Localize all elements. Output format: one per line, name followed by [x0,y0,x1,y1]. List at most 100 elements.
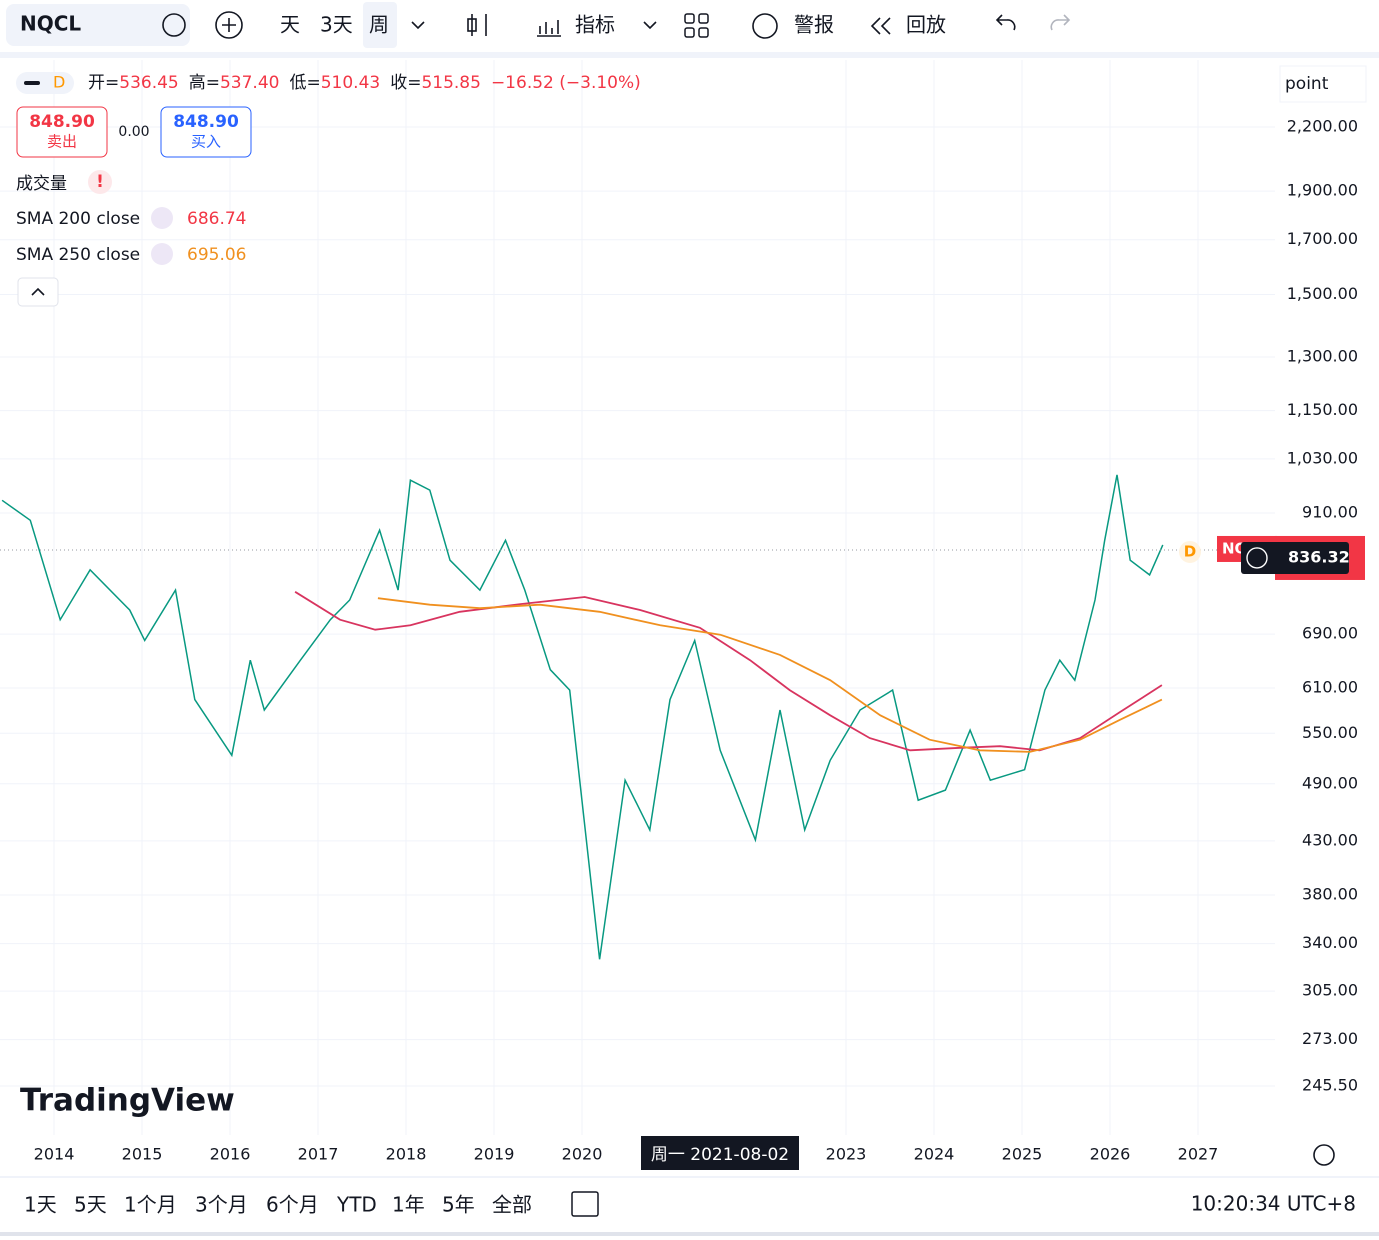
crosshair-label: 周一 2021-08-02 [651,1145,789,1165]
dropdown[interactable] [643,21,657,30]
range-button[interactable]: 6个月 [266,1193,319,1217]
spread: 0.00 [118,124,149,140]
chevron [31,287,45,296]
y-tick-label: 340.00 [1302,933,1358,952]
crosshair-text: 周一 2021-08-02 [651,1145,789,1165]
candle-icon[interactable] [471,14,487,36]
price-tags: D NQ 836.32 [1179,535,1365,580]
price-tag-label: 836.32 [1288,547,1350,566]
x-tick-label: 2018 [386,1145,427,1164]
y-tick-label: 2,200.00 [1287,116,1358,135]
y-tick-label: 550.00 [1302,723,1358,742]
range-button[interactable]: 3个月 [195,1193,248,1217]
low-label: 低= [289,73,320,93]
warning-mark: ! [96,172,104,192]
buy-button[interactable] [160,106,252,158]
sell-label[interactable]: 卖出 [47,133,77,151]
alerts[interactable]: 警报 [794,13,834,37]
logo: TradingView [20,1083,235,1119]
ohlc: 开=536.45 高=537.40 低=510.43 收=515.85 −16.52 (… [88,73,641,93]
sma250-name: SMA 250 close [16,245,140,265]
sell-button[interactable] [16,106,108,158]
open-label: 开= [88,73,119,93]
sma-icon[interactable] [151,243,173,265]
range-button[interactable]: 5天 [74,1193,107,1217]
x-tick-label: 2016 [210,1145,251,1164]
symbol-search[interactable] [6,4,190,46]
crosshair-label-bg [641,1136,799,1170]
indicator-icon[interactable] [537,20,561,37]
legend-toggle-icon [24,81,40,85]
y-tick-label: 690.00 [1302,624,1358,643]
add-symbol[interactable] [215,11,243,39]
x-tick-label: 2024 [914,1145,955,1164]
dropdown[interactable] [411,21,425,30]
sma-icon[interactable] [151,207,173,229]
interval[interactable]: 天 [280,13,300,37]
undo[interactable] [995,14,1016,31]
toolbar [0,0,1379,52]
buy-price[interactable]: 848.90 [173,112,239,132]
sell-price[interactable]: 848.90 [29,112,95,132]
x-tick-label: 2026 [1090,1145,1131,1164]
bottom-separator [0,1176,1379,1178]
add-order[interactable] [1246,547,1268,569]
interval-active[interactable] [363,2,397,48]
interval-badge: D [53,73,65,92]
scale-unit[interactable]: point [1285,74,1329,94]
scale-unit-box[interactable] [1279,65,1367,103]
layout-icon[interactable] [684,13,695,24]
price-tag [1241,541,1349,574]
range-bar: 1天 5天 1个月 3个月 6个月 YTD 1年 5年 全部 [24,1193,532,1217]
x-tick-label: 2027 [1178,1145,1219,1164]
change: −16.52 (−3.10%) [491,73,641,93]
x-tick-label: 2017 [298,1145,339,1164]
range-button[interactable]: 全部 [492,1193,532,1217]
replay-icon[interactable] [870,17,891,35]
diamond-icon[interactable] [162,13,186,37]
bottom-edge [0,1232,1379,1236]
open: 536.45 [119,73,178,93]
interval[interactable]: 周 [369,13,389,37]
low: 510.43 [321,73,380,93]
y-tick-label: 245.50 [1302,1076,1358,1095]
range-button[interactable]: YTD [336,1193,377,1217]
goto-date[interactable] [571,1191,599,1217]
close: 515.85 [421,73,480,93]
x-tick-label: 2015 [122,1145,163,1164]
close-label: 收= [390,73,421,93]
volume-label: 成交量 [16,174,67,194]
redo[interactable] [1050,14,1071,31]
interval[interactable]: 3天 [320,13,353,37]
buy-label[interactable]: 买入 [191,133,221,151]
alert-icon[interactable] [752,13,778,39]
y-tick-label: 305.00 [1302,981,1358,1000]
y-tick-label: 273.00 [1302,1029,1358,1048]
layout-icon [698,13,709,24]
x-tick-label: 2023 [826,1145,867,1164]
y-tick-label: 1,300.00 [1287,347,1358,366]
y-tick-label: 1,030.00 [1287,448,1358,467]
series-line [377,597,1163,753]
range-button[interactable]: 1个月 [124,1193,177,1217]
replay[interactable]: 回放 [906,13,946,37]
collapse-legend[interactable] [17,277,59,307]
candle-icon [467,18,477,32]
symbol[interactable]: NQCL [20,12,81,36]
high-label: 高= [189,73,220,93]
sma200-name: SMA 200 close [16,209,140,229]
legend-toggle[interactable] [16,72,74,94]
x-tick-label: 2020 [562,1145,603,1164]
range-button[interactable]: 1年 [392,1193,425,1217]
range-button[interactable]: 5年 [442,1193,475,1217]
y-tick-label: 490.00 [1302,773,1358,792]
sma200-value: 686.74 [187,209,246,229]
settings[interactable] [1313,1144,1335,1166]
warning-icon[interactable] [88,170,112,194]
range-button[interactable]: 1天 [24,1193,57,1217]
layout-icon [698,27,709,38]
y-tick-label: 910.00 [1302,503,1358,522]
series-line [294,591,1163,752]
indicators[interactable]: 指标 [575,13,615,37]
sma250-value: 695.06 [187,245,246,265]
